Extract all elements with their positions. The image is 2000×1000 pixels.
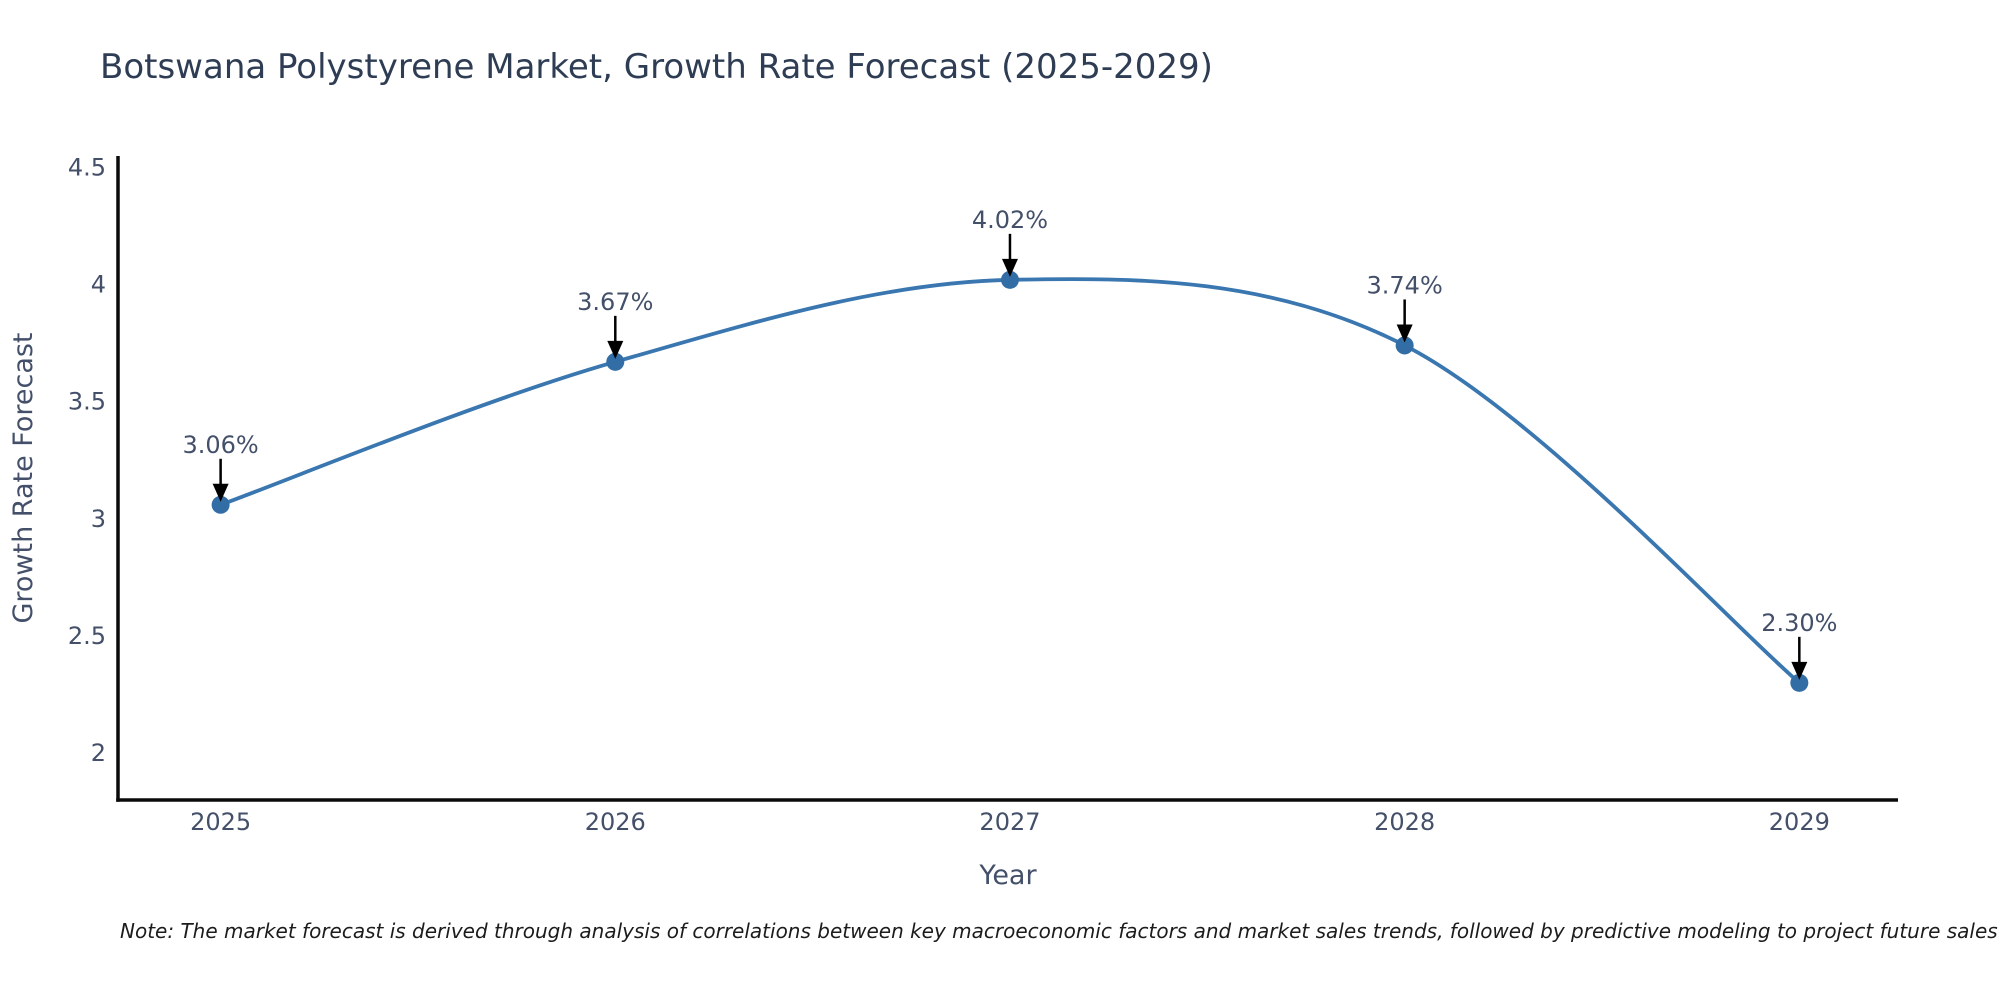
annotation-arrowhead-icon (1791, 661, 1808, 680)
data-point-marker (211, 495, 230, 514)
point-annotations: 3.06% 3.67% 4.02% 3.74% 2.30% (182, 206, 1837, 680)
data-point-marker (1395, 336, 1414, 355)
y-tick-label: 4.5 (68, 153, 106, 181)
y-tick-label: 2 (91, 739, 106, 767)
point-value-label: 3.74% (1367, 271, 1443, 299)
point-value-label: 4.02% (972, 206, 1048, 234)
y-axis-title: Growth Rate Forecast (8, 332, 39, 623)
annotation-arrowhead-icon (1396, 324, 1413, 343)
x-tick-label: 2027 (979, 808, 1040, 836)
data-point-marker (606, 352, 625, 371)
chart-title: Botswana Polystyrene Market, Growth Rate… (100, 47, 1213, 87)
x-tick-label: 2028 (1374, 808, 1435, 836)
series-markers (211, 270, 1809, 692)
footnote: Note: The market forecast is derived thr… (120, 919, 1998, 943)
y-tick-label: 2.5 (68, 622, 106, 650)
x-tick-label: 2029 (1769, 808, 1830, 836)
annotation-arrowhead-icon (212, 483, 229, 502)
x-tick-label: 2026 (585, 808, 646, 836)
series-line (218, 277, 1802, 685)
data-point-marker (1790, 673, 1809, 692)
x-tick-label: 2025 (190, 808, 251, 836)
annotation-arrowhead-icon (1001, 258, 1018, 277)
y-tick-label: 4 (91, 271, 106, 299)
point-value-label: 2.30% (1761, 609, 1837, 637)
point-value-label: 3.06% (182, 431, 258, 459)
data-point-marker (1000, 270, 1019, 289)
x-axis-title: Year (978, 860, 1037, 891)
point-value-label: 3.67% (577, 288, 653, 316)
y-tick-label: 3 (91, 505, 106, 533)
y-axis-tick-labels: 2 2.5 3 3.5 4 4.5 (68, 153, 106, 767)
y-tick-label: 3.5 (68, 388, 106, 416)
annotation-arrowhead-icon (607, 340, 624, 359)
x-axis-tick-labels: 2025 2026 2027 2028 2029 (190, 808, 1830, 836)
